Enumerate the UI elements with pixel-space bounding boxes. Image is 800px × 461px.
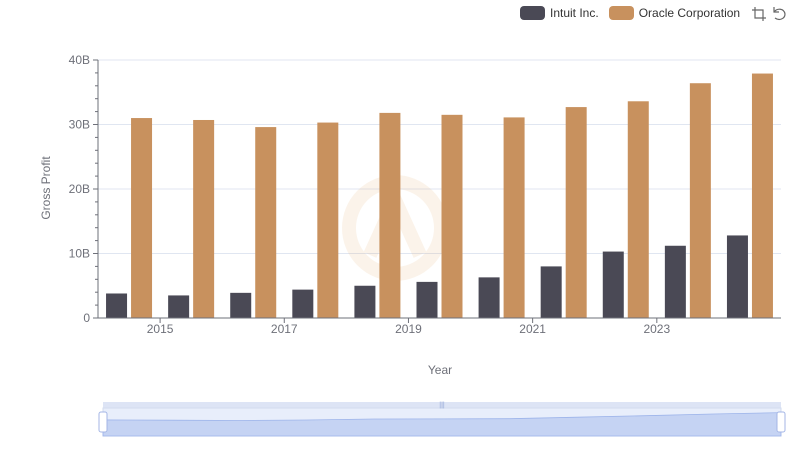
restore-icon[interactable] (771, 6, 787, 22)
y-tick-label: 30B (69, 118, 90, 132)
zoom-icon[interactable] (751, 6, 767, 22)
data-zoom-handle-right[interactable] (776, 411, 786, 433)
x-tick-label: 2021 (519, 322, 546, 336)
y-tick-label: 10B (69, 247, 90, 261)
legend-label-intuit: Intuit Inc. (550, 6, 599, 20)
bars (106, 73, 773, 319)
legend-item-oracle[interactable]: Oracle Corporation (608, 6, 741, 20)
bar-oracle-corporation2021 (565, 107, 587, 319)
bar-intuit-inc-2015 (168, 295, 190, 318)
bar-oracle-corporation2020 (503, 117, 525, 318)
bar-intuit-inc-2017 (292, 289, 314, 318)
bar-intuit-inc-2019 (416, 281, 438, 318)
x-tick-label: 2017 (271, 322, 298, 336)
data-zoom-grip[interactable]: ||| (439, 402, 445, 409)
bar-intuit-inc-2021 (540, 266, 562, 318)
x-tick-label: 2015 (147, 322, 174, 336)
bar-oracle-corporation2016 (255, 127, 277, 318)
x-tick-label: 2019 (395, 322, 422, 336)
bar-oracle-corporation2023 (689, 83, 711, 318)
legend-label-oracle: Oracle Corporation (638, 6, 741, 20)
y-axis-label: Gross Profit (39, 156, 53, 220)
data-zoom-top-bar (103, 402, 781, 408)
bar-intuit-inc-2024 (726, 235, 748, 318)
bar-oracle-corporation2022 (627, 101, 649, 318)
legend-swatch-oracle (608, 6, 634, 20)
legend-item-intuit[interactable]: Intuit Inc. (520, 6, 599, 20)
axes: 0 10B 20B 30B 40B 2015 2017 2019 2021 2023 (69, 53, 781, 336)
bar-oracle-corporation2017 (317, 122, 339, 318)
bar-oracle-corporation2014 (131, 118, 153, 318)
bar-intuit-inc-2016 (230, 292, 252, 318)
x-tick-label: 2023 (643, 322, 670, 336)
legend-swatch-intuit (520, 6, 545, 20)
y-tick-label: 40B (69, 53, 90, 67)
data-zoom-slider[interactable]: ||| (98, 402, 786, 437)
bar-intuit-inc-2014 (106, 293, 128, 318)
bar-intuit-inc-2020 (478, 277, 500, 318)
bar-intuit-inc-2018 (354, 285, 376, 318)
bar-oracle-corporation2018 (379, 112, 401, 318)
legend: Intuit Inc. Oracle Corporation (520, 4, 750, 22)
bar-oracle-corporation2015 (193, 119, 215, 318)
bar-intuit-inc-2023 (664, 245, 686, 318)
bar-oracle-corporation2019 (441, 114, 463, 318)
x-axis-label: Year (428, 363, 452, 377)
bar-oracle-corporation2024 (751, 73, 773, 318)
toolbox (747, 6, 787, 22)
y-tick-label: 20B (69, 182, 90, 196)
y-tick-label: 0 (83, 311, 90, 325)
bar-intuit-inc-2022 (602, 251, 624, 318)
data-zoom-preview-area (102, 412, 782, 437)
data-zoom-handle-left[interactable] (98, 411, 108, 433)
